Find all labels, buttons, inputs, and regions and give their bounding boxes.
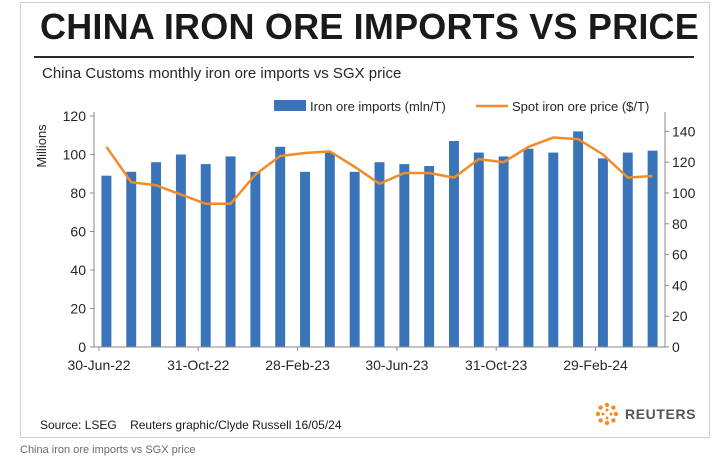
bar-sep-23 [473,152,484,347]
y2-tick-label: 120 [672,154,696,170]
y-axis-title: Millions [34,124,49,168]
y2-tick-label: 80 [672,216,688,232]
bar-jan-23 [275,146,286,347]
bar-jun-22 [101,175,112,347]
source-text: Source: LSEG [40,418,117,432]
bar-nov-23 [523,148,534,347]
y2-tick-label: 60 [672,247,688,263]
y-tick-label: 100 [63,147,87,163]
y-tick-label: 80 [70,185,86,201]
y-tick-label: 120 [63,108,87,124]
y-tick-label: 40 [70,262,86,278]
title-divider [34,56,694,58]
bar-jun-23 [399,164,410,347]
bar-apr-24 [647,150,658,347]
x-tick-label: 31-Oct-22 [167,357,229,373]
y-tick-label: 20 [70,301,86,317]
bar-aug-22 [151,162,162,347]
x-tick-label: 30-Jun-23 [365,357,428,373]
reuters-logo: REUTERS [594,401,696,427]
bar-sep-22 [175,154,186,347]
bar-dec-23 [548,152,559,347]
x-tick-label: 29-Feb-24 [563,357,628,373]
bar-mar-23 [324,152,335,347]
bar-mar-24 [622,152,633,347]
price-line [105,136,653,206]
y2-tick-label: 20 [672,308,688,324]
legend-swatch-imports [274,100,306,111]
legend-label-imports: Iron ore imports (mln/T) [310,99,446,114]
bar-oct-22 [200,164,211,347]
image-caption: China iron ore imports vs SGX price [20,444,196,456]
bar-may-23 [374,162,385,347]
y2-tick-label: 40 [672,277,688,293]
x-tick-label: 30-Jun-22 [67,357,130,373]
y2-tick-label: 0 [672,339,680,355]
x-tick-label: 31-Oct-23 [465,357,527,373]
chart-title: CHINA IRON ORE IMPORTS VS PRICE [40,6,699,47]
credit-text: Reuters graphic/Clyde Russell 16/05/24 [130,418,342,432]
reuters-logo-text: REUTERS [625,406,697,422]
bar-feb-24 [597,158,608,347]
bar-apr-23 [349,171,360,347]
chart-subtitle: China Customs monthly iron ore imports v… [42,65,402,82]
bar-oct-23 [498,156,509,347]
reuters-dots-icon [595,402,619,426]
x-tick-label: 28-Feb-23 [265,357,330,373]
bar-aug-23 [449,141,459,347]
y-tick-label: 60 [70,224,86,240]
bar-feb-23 [300,171,310,347]
bar-jul-23 [424,166,435,347]
legend-label-price: Spot iron ore price ($/T) [512,99,649,114]
y2-tick-label: 100 [672,185,696,201]
bar-dec-22 [250,171,261,347]
bar-jul-22 [126,171,137,347]
bar-jan-24 [573,131,584,347]
y2-tick-label: 140 [672,123,696,139]
y-tick-label: 0 [78,339,86,355]
bar-nov-22 [225,156,236,347]
footer-source-line: Source: LSEG Reuters graphic/Clyde Russe… [40,418,352,432]
